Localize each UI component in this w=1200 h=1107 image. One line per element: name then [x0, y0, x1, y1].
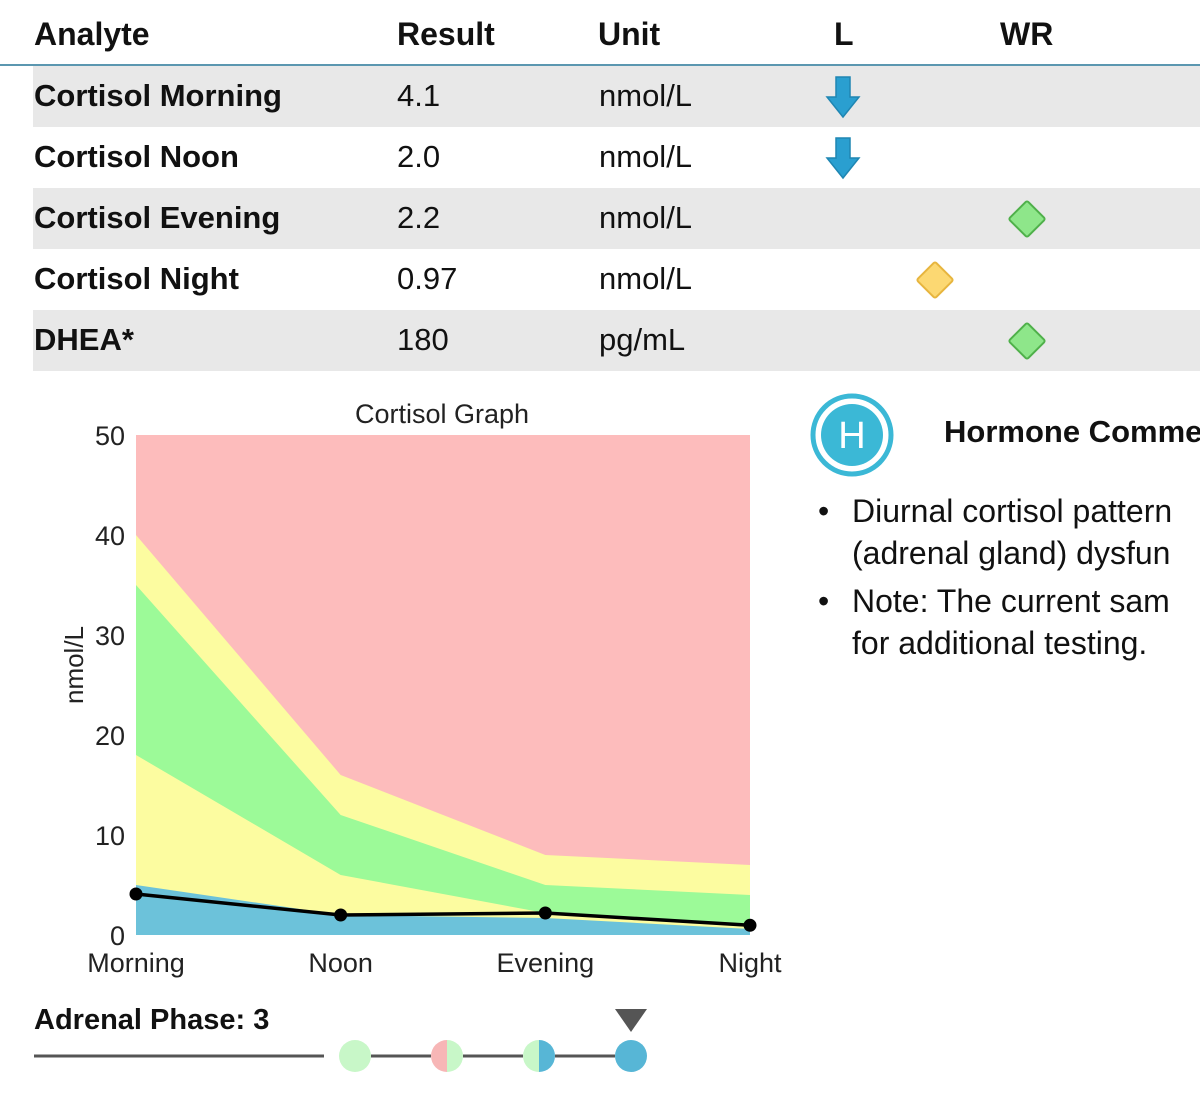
comment-line: for additional testing.	[852, 625, 1148, 661]
y-tick-label: 40	[95, 521, 125, 551]
analyte-name: Cortisol Noon	[34, 139, 239, 174]
table-row: DHEA* 180 pg/mL	[33, 310, 1200, 371]
table-header: Analyte Result Unit L WR	[0, 0, 1200, 66]
cortisol-point	[129, 887, 143, 901]
y-tick-label: 0	[110, 921, 125, 951]
low-arrow-icon	[823, 66, 863, 127]
chart-title: Cortisol Graph	[355, 399, 529, 429]
within-range-diamond-icon	[1007, 310, 1047, 371]
low-arrow-icon	[823, 127, 863, 188]
reference-band	[136, 885, 750, 935]
phase-node-left-half	[615, 1040, 631, 1072]
cortisol-series	[129, 887, 757, 932]
phase-node-right-half	[355, 1040, 371, 1072]
cortisol-line	[135, 892, 751, 928]
comment-line: Diurnal cortisol pattern	[852, 493, 1173, 529]
phase-node-right-half	[539, 1040, 555, 1072]
bullet-icon: •	[818, 583, 830, 619]
x-tick-label: Evening	[497, 948, 595, 978]
table-row: Cortisol Noon 2.0 nmol/L	[33, 127, 1200, 188]
result-value: 2.0	[397, 139, 441, 174]
adrenal-phase-value: 3	[253, 1004, 270, 1036]
phase-node-right-half	[631, 1040, 647, 1072]
comments-list: • Diurnal cortisol pattern (adrenal glan…	[818, 490, 1172, 670]
cortisol-chart: Cortisol Graph nmol/L 0 10 20 30 40 50 Mornin…	[59, 399, 782, 978]
unit-value: nmol/L	[599, 78, 693, 113]
comment-item: • Diurnal cortisol pattern (adrenal glan…	[818, 490, 1172, 574]
result-value: 2.2	[397, 200, 441, 235]
result-value: 4.1	[397, 78, 441, 113]
y-tick-label: 10	[95, 821, 125, 851]
adrenal-phase-title: Adrenal Phase:	[34, 1004, 246, 1036]
analyte-name: Cortisol Morning	[34, 78, 282, 113]
adrenal-phase-label: Adrenal Phase: 3	[34, 1004, 269, 1037]
y-tick-label: 50	[95, 421, 125, 451]
header-within-range: WR	[1000, 16, 1054, 52]
phase-node-left-half	[339, 1040, 355, 1072]
y-axis-label: nmol/L	[59, 626, 89, 704]
result-value: 180	[397, 322, 449, 357]
comments-title: Hormone Comme	[944, 414, 1200, 449]
result-value: 0.97	[397, 261, 458, 296]
analyte-name: DHEA*	[34, 322, 134, 357]
comment-line: Note: The current sam	[852, 583, 1170, 619]
x-tick-label: Night	[718, 948, 782, 978]
unit-value: nmol/L	[599, 200, 693, 235]
cortisol-point	[743, 918, 757, 932]
unit-value: pg/mL	[599, 322, 686, 357]
cortisol-point	[334, 908, 348, 922]
x-axis-ticks: Morning Noon Evening Night	[87, 948, 782, 978]
header-analyte: Analyte	[34, 16, 150, 52]
x-tick-label: Morning	[87, 948, 185, 978]
phase-node-right-half	[447, 1040, 463, 1072]
borderline-diamond-icon	[915, 249, 955, 310]
table-row: Cortisol Evening 2.2 nmol/L	[33, 188, 1200, 249]
adrenal-phase-track	[34, 1009, 647, 1072]
unit-value: nmol/L	[599, 139, 693, 174]
analyte-name: Cortisol Evening	[34, 200, 281, 235]
cortisol-point	[538, 906, 552, 920]
hormone-h-icon: H	[810, 393, 894, 477]
bullet-icon: •	[818, 493, 830, 529]
y-tick-label: 20	[95, 721, 125, 751]
comment-item: • Note: The current sam for additional t…	[818, 580, 1172, 664]
hormone-icon-letter: H	[838, 415, 865, 457]
within-range-diamond-icon	[1007, 188, 1047, 249]
unit-value: nmol/L	[599, 261, 693, 296]
reference-band	[136, 755, 750, 935]
phase-nodes	[339, 1009, 647, 1072]
analyte-name: Cortisol Night	[34, 261, 239, 296]
phase-node-left-half	[523, 1040, 539, 1072]
header-low: L	[834, 16, 854, 52]
current-phase-pointer-icon	[615, 1009, 647, 1032]
header-result: Result	[397, 16, 495, 52]
reference-bands	[136, 435, 750, 935]
phase-node-left-half	[431, 1040, 447, 1072]
comment-line: (adrenal gland) dysfun	[852, 535, 1171, 571]
x-tick-label: Noon	[308, 948, 373, 978]
table-row: Cortisol Night 0.97 nmol/L	[33, 249, 1200, 310]
header-unit: Unit	[598, 16, 661, 52]
y-tick-label: 30	[95, 621, 125, 651]
y-axis-ticks: 0 10 20 30 40 50	[95, 421, 125, 951]
table-row: Cortisol Morning 4.1 nmol/L	[33, 66, 1200, 127]
